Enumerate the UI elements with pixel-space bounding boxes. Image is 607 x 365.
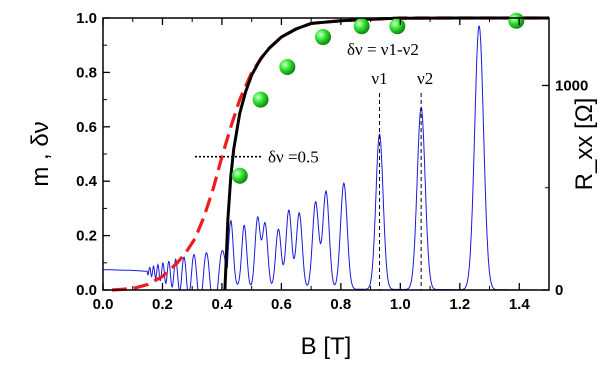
green-marker: [231, 167, 248, 184]
y-left-tick-label: 0.2: [76, 228, 97, 245]
black-solid-curve: [223, 16, 549, 291]
y-right-tick-label: 1000: [555, 77, 588, 94]
x-tick-label: 0.8: [330, 296, 351, 313]
y-left-tick-label: 0.4: [76, 173, 98, 190]
x-tick-label: 0.6: [271, 296, 292, 313]
series-layer: [103, 12, 549, 292]
green-marker: [279, 58, 296, 75]
green-marker: [508, 12, 525, 29]
nu-difference-label: δν = ν1-ν2: [347, 40, 419, 59]
y-left-tick-label: 0.6: [76, 119, 97, 136]
x-tick-label: 1.2: [449, 296, 470, 313]
y-right-tick-label: 0: [555, 282, 563, 299]
x-tick-label: 0.2: [152, 296, 173, 313]
y-left-tick-label: 0.8: [76, 64, 97, 81]
ticks-layer: 0.0 0.2 0.4 0.6 0.8 1.0 1.2 1.4 0.0 0.2 0.4 0.6 0.8 1…: [76, 10, 588, 313]
nu1-label: ν1: [371, 69, 387, 88]
x-tick-label: 0.0: [93, 296, 114, 313]
half-level-label: δν =0.5: [268, 148, 319, 167]
x-tick-label: 0.4: [212, 296, 234, 313]
x-tick-label: 1.4: [509, 296, 531, 313]
rxx-curve: [103, 25, 549, 291]
green-marker: [353, 18, 370, 35]
y-left-tick-label: 1.0: [76, 10, 97, 27]
nu2-label: ν2: [417, 69, 433, 88]
plot-frame: [102, 17, 550, 291]
green-marker: [315, 29, 332, 46]
right-y-axis-title: R_xx [Ω]: [571, 98, 598, 191]
green-marker: [252, 91, 269, 108]
green-marker: [389, 18, 406, 35]
x-axis-title: B [T]: [301, 333, 352, 360]
y-left-tick-label: 0.0: [76, 282, 97, 299]
x-tick-label: 1.0: [390, 296, 411, 313]
annotation-layer: δν =0.5 δν = ν1-ν2 ν1 ν2: [195, 40, 433, 290]
left-y-axis-title: m , δν: [27, 121, 54, 186]
